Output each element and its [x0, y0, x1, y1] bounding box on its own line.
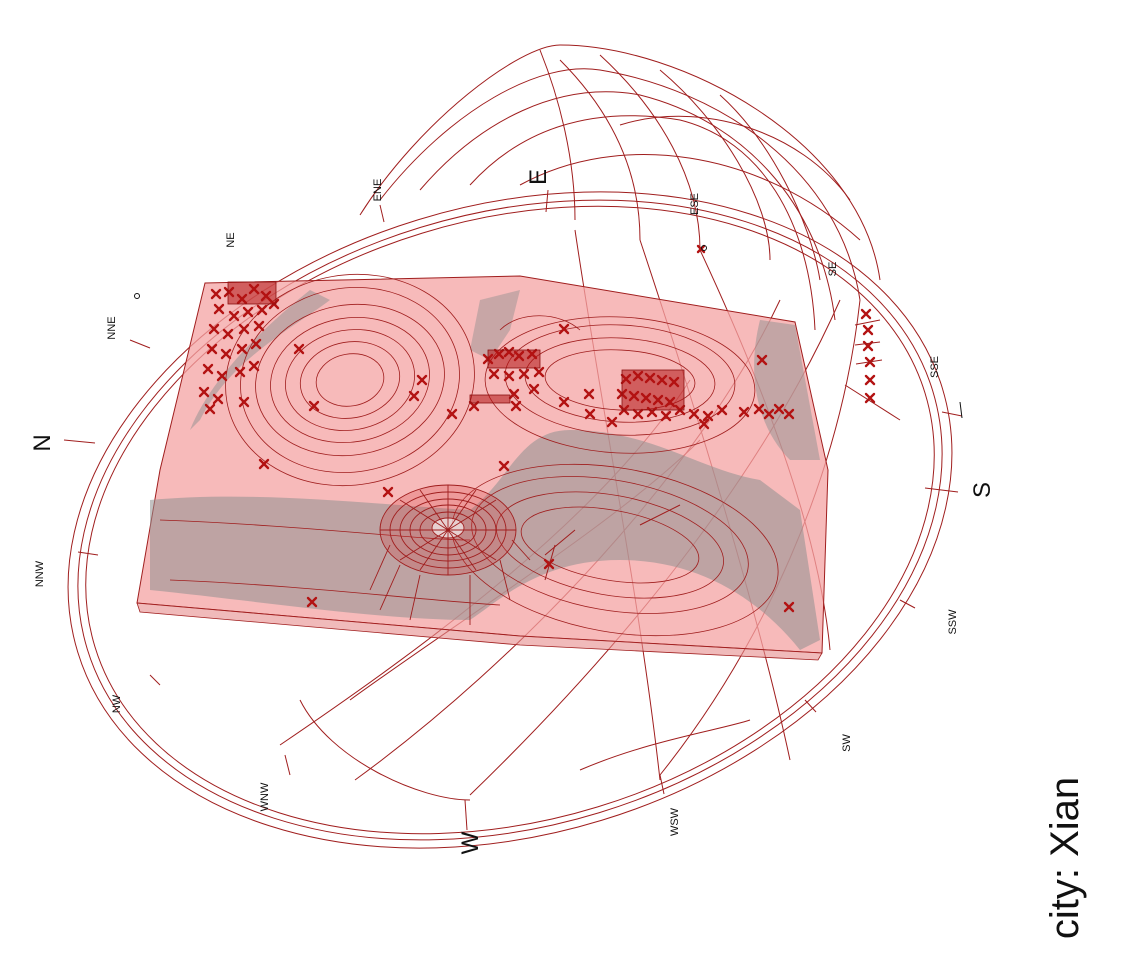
building-blocks [227, 281, 685, 411]
compass-label-e: E [525, 169, 552, 185]
terrain-shadow-center [470, 290, 520, 360]
compass-labels: N S W E ENE NE NNE NNW NW WNW WSW SW SSW… [29, 169, 996, 854]
compass-label-ese: ESE [689, 193, 701, 215]
compass-label-nne: NNE [106, 316, 118, 339]
compass-label-wnw: WNW [259, 782, 271, 811]
horizon-rings [67, 191, 953, 849]
site-lines [544, 319, 901, 581]
compass-label-se: SE [827, 262, 839, 277]
compass-ticks [63, 189, 963, 831]
canopy-structure [369, 484, 531, 625]
city-label: city: Xian [1043, 777, 1087, 939]
compass-label-ne: NE [225, 232, 237, 247]
terrain-model [134, 244, 963, 661]
compass-label-nnw: NNW [34, 560, 46, 587]
terrain-shadow-right [754, 320, 820, 460]
compass-label-nw: NW [111, 694, 123, 713]
terrain-front-face [136, 602, 823, 661]
terrain-shadow-band [150, 430, 820, 650]
compass-label-n: N [29, 434, 56, 451]
compass-label-w: W [457, 831, 484, 854]
compass-label-ene: ENE [372, 179, 384, 202]
compass-label-sw: SW [841, 734, 853, 752]
compass-label-wsw: WSW [669, 807, 681, 836]
sun-marker-1 [134, 293, 140, 299]
compass-label-s: S [969, 482, 996, 498]
compass-label-ssw: SSW [947, 609, 959, 635]
terrain-shadow-ridge [190, 290, 330, 430]
sun-marker-2 [701, 245, 707, 251]
compass-label-sse: SSE [929, 356, 941, 378]
marker-cluster [198, 244, 876, 613]
south-marker [959, 401, 963, 419]
